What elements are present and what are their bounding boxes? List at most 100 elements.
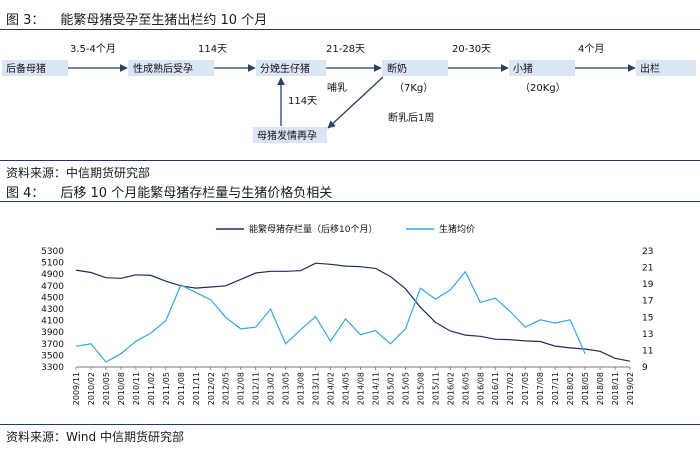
stage-box-estrus (253, 127, 327, 143)
x-tick-label: 2018/11 (611, 372, 620, 405)
duration-label-3: 21-28天 (326, 44, 365, 55)
stage-box-farrow (256, 60, 326, 76)
stage-box-mature (128, 60, 214, 76)
x-tick-label: 2018/08 (596, 372, 605, 405)
figure4-number: 图 4： (6, 186, 45, 201)
y-right-tick-label: 13 (642, 330, 653, 340)
x-tick-label: 2013/11 (312, 372, 321, 405)
stage-piglet-weight: （20Kg） (520, 82, 566, 94)
arrow-wean-to-estrus (327, 76, 384, 129)
nursing-label: 哺乳 (327, 81, 347, 94)
x-tick-label: 2014/05 (342, 372, 351, 405)
x-tick-label: 2011/05 (162, 372, 171, 405)
x-tick-label: 2015/02 (386, 372, 395, 405)
x-tick-label: 2011/08 (177, 372, 186, 405)
x-tick-label: 2013/05 (282, 372, 291, 405)
x-tick-label: 2015/08 (416, 372, 425, 405)
y-left-tick-label: 5100 (41, 259, 64, 269)
x-tick-label: 2010/11 (132, 372, 141, 405)
figure3-source: 资料来源：中信期货研究部 (6, 166, 151, 180)
y-left-tick-label: 4100 (41, 317, 64, 327)
x-tick-label: 2012/02 (207, 372, 216, 405)
y-left-tick-label: 4300 (41, 305, 64, 315)
y-left-tick-label: 3700 (41, 340, 64, 350)
x-tick-label: 2011/02 (147, 372, 156, 405)
x-tick-label: 2017/11 (551, 372, 560, 405)
duration-label-gestation: 114天 (288, 96, 317, 107)
duration-label-4: 20-30天 (452, 44, 491, 55)
x-tick-label: 2012/05 (222, 372, 231, 405)
y-left-tick-label: 3300 (41, 363, 64, 373)
y-right-tick-label: 15 (642, 313, 653, 323)
y-left-tick-label: 4900 (41, 270, 64, 280)
x-tick-label: 2012/11 (252, 372, 261, 405)
legend-label-price: 生猪均价 (439, 223, 475, 235)
y-left-tick-label: 3500 (41, 351, 64, 361)
figure3-title-text: 能繁母猪受孕至生猪出栏约 10 个月 (60, 13, 268, 28)
x-tick-label: 2016/11 (491, 372, 500, 405)
y-right-tick-label: 19 (642, 280, 654, 290)
x-tick-label: 2009/11 (72, 372, 81, 405)
stage-box-market (636, 60, 696, 76)
x-tick-label: 2014/08 (356, 372, 365, 405)
x-tick-label: 2016/02 (446, 372, 455, 405)
stage-mature-label: 性成熟后受孕 (133, 62, 193, 75)
duration-label-2: 114天 (198, 44, 227, 55)
figure4-bottom-rule (0, 424, 700, 425)
y-left-tick-label: 3900 (41, 328, 64, 338)
x-tick-label: 2016/08 (476, 372, 485, 405)
x-tick-label: 2014/11 (371, 372, 380, 405)
stage-box-sow (2, 60, 68, 76)
stage-market-label: 出栏 (640, 62, 660, 75)
stage-box-piglet (509, 60, 575, 76)
x-tick-label: 2017/05 (521, 372, 530, 405)
chart-series (75, 262, 631, 363)
stage-box-wean (382, 60, 448, 76)
x-tick-label: 2014/02 (327, 372, 336, 405)
x-tick-label: 2016/05 (461, 372, 470, 405)
stage-sow-label: 后备母猪 (6, 62, 46, 75)
after-wean-label: 断乳后1周 (388, 111, 434, 124)
x-tick-label: 2010/08 (117, 372, 126, 405)
figure4-top-rule (0, 201, 700, 202)
x-tick-label: 2019/02 (626, 372, 635, 405)
series-line-hog-price (75, 270, 586, 363)
x-tick-label: 2011/11 (192, 372, 201, 405)
figure3-number: 图 3： (6, 13, 45, 28)
legend-label-sow: 能繁母猪存栏量（后移10个月） (249, 223, 377, 235)
y-left-tick-label: 4500 (41, 293, 64, 303)
x-tick-label: 2017/02 (506, 372, 515, 405)
x-tick-label: 2013/02 (267, 372, 276, 405)
y-right-tick-label: 21 (642, 264, 653, 274)
figure4-title: 图 4： 后移 10 个月能繁母猪存栏量与生猪价格负相关 (6, 182, 332, 201)
flow-diagram: 后备母猪 性成熟后受孕 分娩生仔猪 断奶 （7Kg） 小猪 （20Kg） 出栏 … (2, 43, 696, 143)
y-left-tick-label: 4700 (41, 282, 64, 292)
chart-legend: 能繁母猪存栏量（后移10个月） 生猪均价 (216, 223, 475, 235)
x-tick-label: 2015/11 (431, 372, 440, 405)
x-tick-label: 2012/08 (237, 372, 246, 405)
x-tick-label: 2018/05 (581, 372, 590, 405)
stage-wean-weight: （7Kg） (394, 82, 433, 94)
x-tick-label: 2013/08 (297, 372, 306, 405)
figure3-title: 图 3： 能繁母猪受孕至生猪出栏约 10 个月 (6, 9, 267, 28)
y-right-tick-label: 9 (642, 363, 648, 373)
y-right-tick-label: 11 (642, 346, 653, 356)
x-tick-label: 2018/02 (566, 372, 575, 405)
x-tick-label: 2015/05 (401, 372, 410, 405)
x-tick-label: 2017/08 (536, 372, 545, 405)
stage-estrus-label: 母猪发情再孕 (257, 129, 317, 142)
stage-farrow-label: 分娩生仔猪 (260, 62, 310, 75)
stage-wean-label: 断奶 (387, 62, 407, 75)
x-tick-label: 2010/02 (87, 372, 96, 405)
duration-label-1: 3.5-4个月 (70, 43, 116, 55)
duration-label-5: 4个月 (578, 43, 604, 55)
x-tick-label: 2010/05 (102, 372, 111, 405)
y-left-tick-label: 5300 (41, 247, 64, 257)
series-line-sow-inventory (75, 262, 631, 362)
figure3-top-rule (0, 29, 700, 30)
stage-piglet-label: 小猪 (513, 63, 533, 75)
y-right-tick-label: 23 (642, 247, 653, 257)
y-right-tick-label: 17 (642, 297, 653, 307)
